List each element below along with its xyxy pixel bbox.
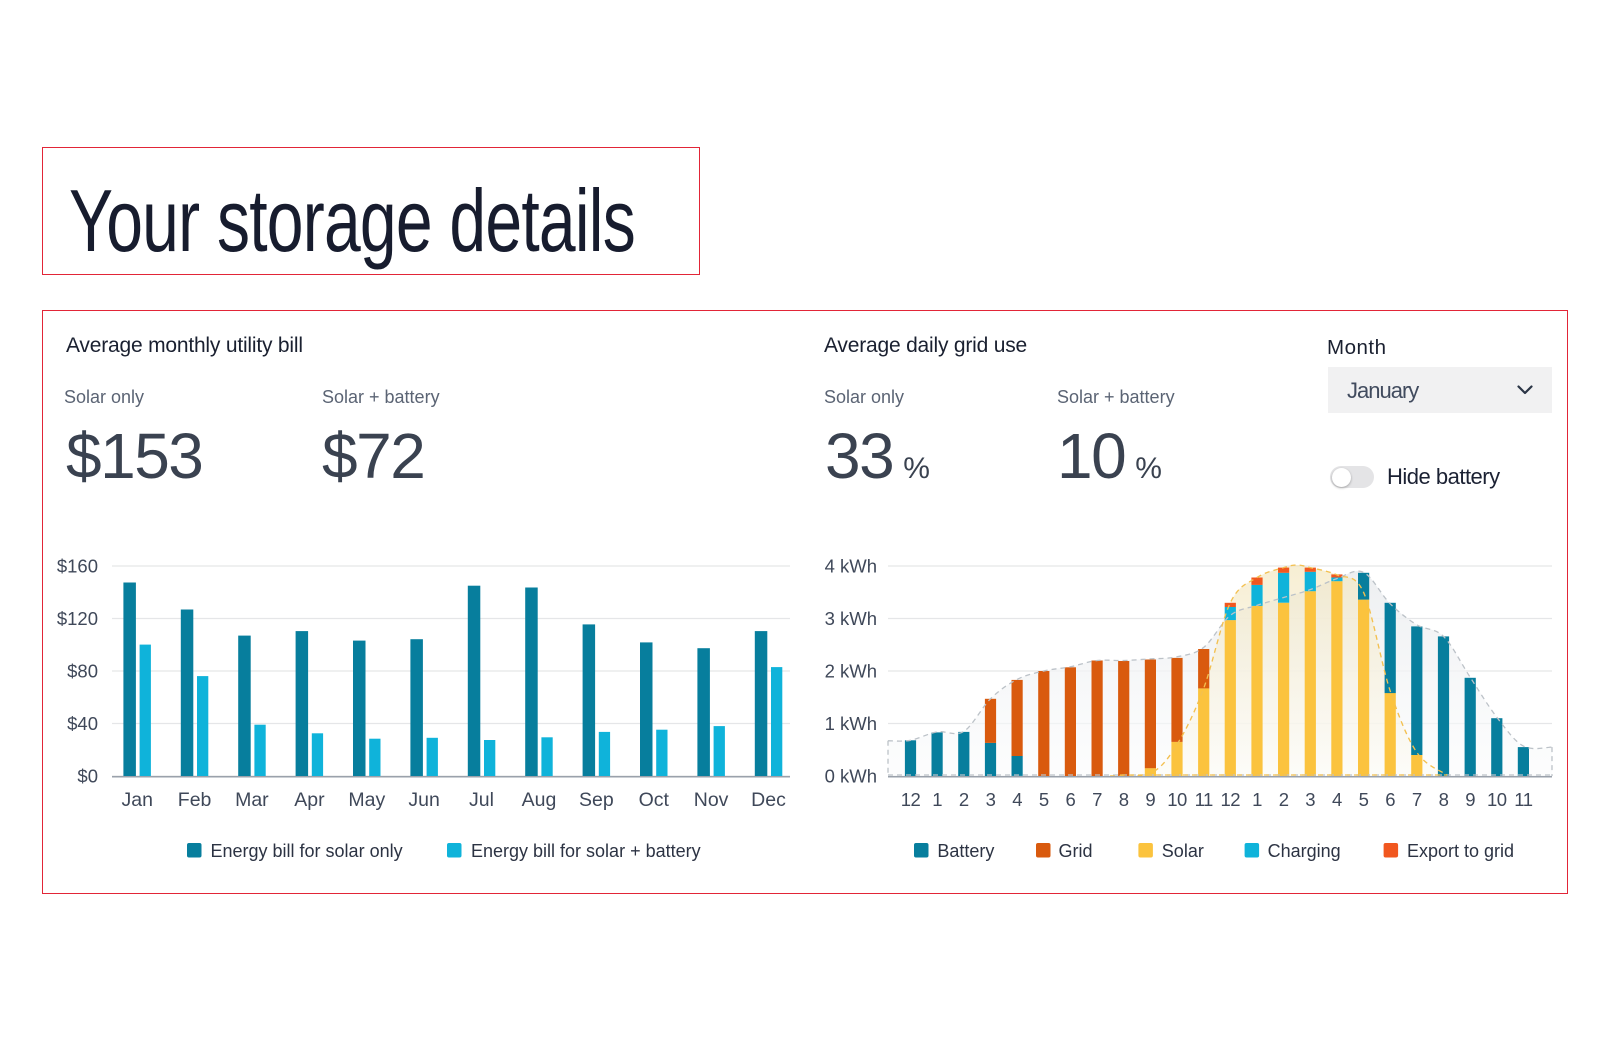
svg-text:Jul: Jul	[469, 789, 494, 811]
svg-text:5: 5	[1039, 789, 1049, 810]
svg-text:$120: $120	[57, 608, 98, 629]
svg-text:1 kWh: 1 kWh	[825, 713, 877, 734]
svg-text:1: 1	[932, 789, 942, 810]
svg-text:May: May	[348, 789, 385, 811]
svg-text:Jun: Jun	[408, 789, 439, 811]
svg-text:4: 4	[1012, 789, 1022, 810]
svg-text:3 kWh: 3 kWh	[825, 608, 877, 629]
svg-text:3: 3	[986, 789, 996, 810]
svg-text:Feb: Feb	[178, 789, 212, 811]
svg-text:12: 12	[901, 789, 921, 810]
svg-text:8: 8	[1119, 789, 1129, 810]
svg-text:$0: $0	[77, 766, 98, 787]
svg-text:6: 6	[1066, 789, 1076, 810]
svg-text:3: 3	[1305, 789, 1315, 810]
svg-text:9: 9	[1145, 789, 1155, 810]
svg-text:Charging: Charging	[1268, 841, 1341, 861]
svg-text:2: 2	[1279, 789, 1289, 810]
svg-text:Battery: Battery	[937, 841, 994, 861]
svg-text:Aug: Aug	[522, 789, 557, 811]
svg-text:7: 7	[1092, 789, 1102, 810]
svg-text:10: 10	[1487, 789, 1507, 810]
svg-text:Export to grid: Export to grid	[1407, 841, 1514, 861]
svg-text:Energy bill for solar only: Energy bill for solar only	[211, 841, 403, 861]
svg-text:8: 8	[1439, 789, 1449, 810]
svg-text:2 kWh: 2 kWh	[825, 661, 877, 682]
svg-text:9: 9	[1465, 789, 1475, 810]
svg-text:Nov: Nov	[694, 789, 729, 811]
svg-text:11: 11	[1514, 789, 1532, 810]
svg-text:Solar: Solar	[1162, 841, 1204, 861]
svg-text:$160: $160	[57, 556, 98, 577]
svg-text:Jan: Jan	[121, 789, 152, 811]
svg-text:$80: $80	[67, 661, 98, 682]
svg-text:Grid: Grid	[1059, 841, 1093, 861]
svg-text:2: 2	[959, 789, 969, 810]
svg-text:4: 4	[1332, 789, 1342, 810]
svg-text:Energy bill for solar + batter: Energy bill for solar + battery	[471, 841, 701, 861]
svg-text:5: 5	[1359, 789, 1369, 810]
svg-text:6: 6	[1385, 789, 1395, 810]
svg-text:$40: $40	[67, 713, 98, 734]
svg-text:Dec: Dec	[751, 789, 786, 811]
svg-text:7: 7	[1412, 789, 1422, 810]
svg-text:12: 12	[1221, 789, 1241, 810]
svg-text:Sep: Sep	[579, 789, 614, 811]
svg-text:Apr: Apr	[294, 789, 325, 811]
svg-text:Mar: Mar	[235, 789, 269, 811]
svg-text:0 kWh: 0 kWh	[825, 766, 877, 787]
svg-text:11: 11	[1195, 789, 1213, 810]
svg-text:4 kWh: 4 kWh	[825, 556, 877, 577]
svg-text:Oct: Oct	[639, 789, 670, 811]
svg-text:1: 1	[1252, 789, 1262, 810]
svg-text:10: 10	[1167, 789, 1187, 810]
